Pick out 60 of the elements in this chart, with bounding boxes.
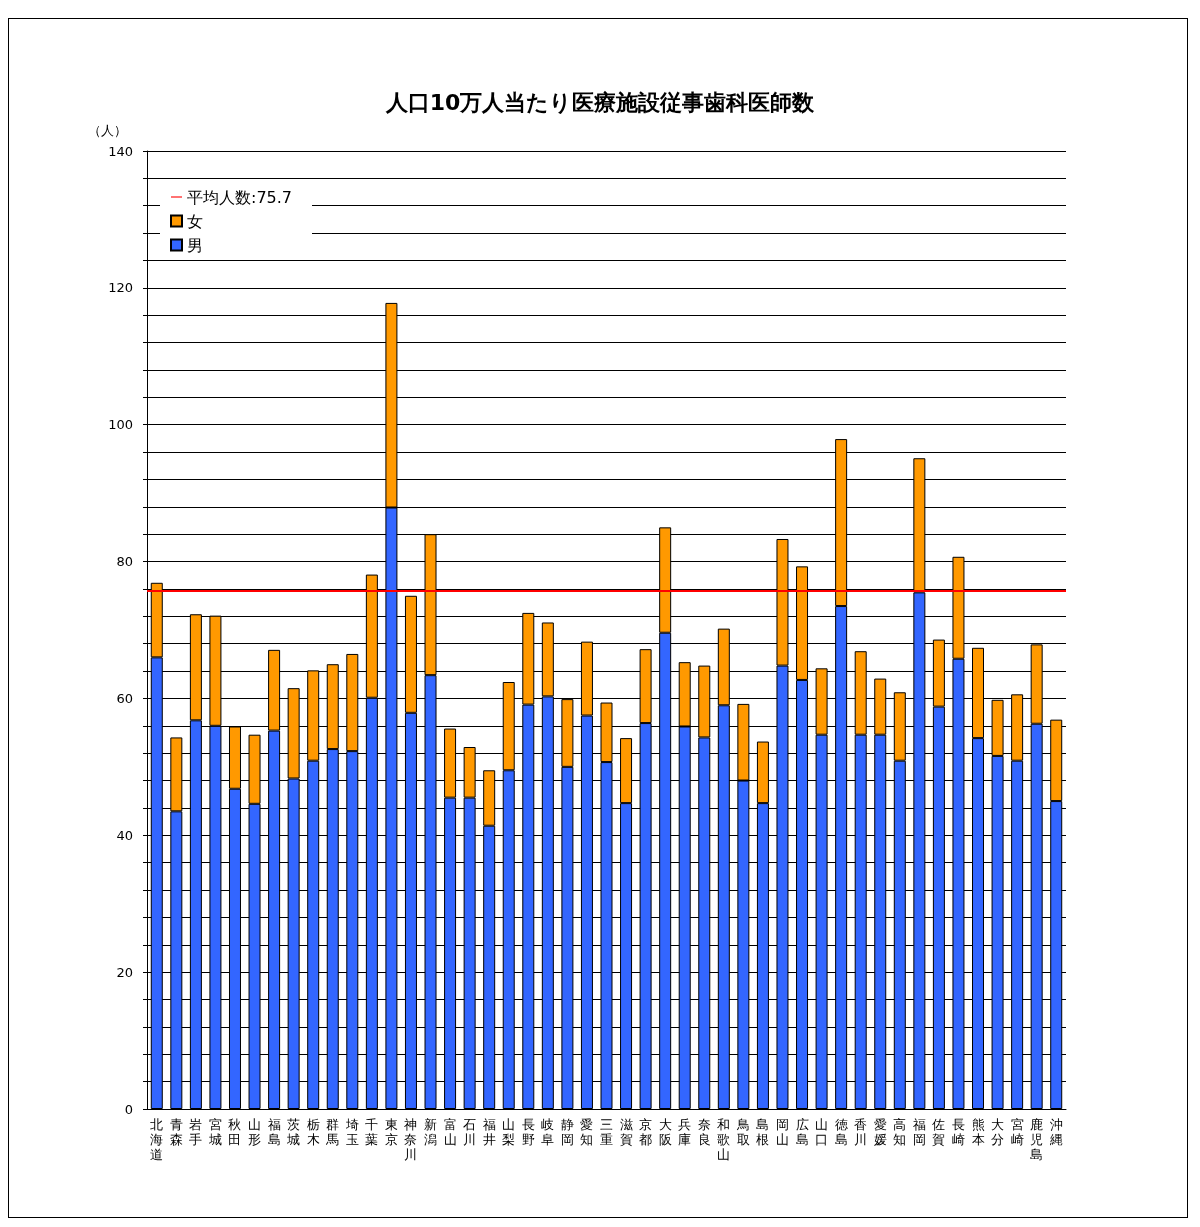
x-tick-label: 香川: [854, 1117, 868, 1147]
chart-title: 人口10万人当たり医療施設従事歯科医師数: [384, 89, 816, 115]
x-tick-label: 茨城: [286, 1117, 301, 1147]
x-tick-label: 島根: [756, 1117, 770, 1147]
x-tick-label: 大分: [991, 1117, 1005, 1147]
y-tick-label: 80: [116, 554, 133, 570]
x-tick-label: 兵庫: [678, 1117, 692, 1147]
x-tick-label: 石川: [463, 1117, 477, 1147]
x-tick-label: 鳥取: [735, 1117, 750, 1147]
legend-label: 平均人数:75.7: [187, 187, 293, 207]
y-tick-label: 0: [124, 1101, 133, 1117]
x-tick-label: 青森: [169, 1117, 183, 1147]
x-tick-label: 群馬: [325, 1117, 340, 1147]
x-tick-label: 愛媛: [873, 1117, 887, 1147]
x-tick-label: 宮崎: [1010, 1117, 1024, 1147]
x-tick-label: 山梨: [502, 1117, 516, 1147]
x-tick-label: 静岡: [560, 1117, 574, 1147]
y-tick-label: 140: [108, 143, 133, 159]
x-tick-label: 千葉: [365, 1117, 379, 1147]
x-tick-label: 長崎: [951, 1117, 965, 1147]
y-tick-label: 20: [116, 964, 133, 980]
x-tick-label: 東京: [384, 1117, 398, 1147]
x-tick-label: 沖縄: [1048, 1117, 1063, 1147]
x-tick-label: 佐賀: [932, 1117, 946, 1147]
y-axis-title: （人）: [88, 123, 127, 138]
x-tick-label: 愛知: [580, 1117, 594, 1147]
x-tick-label: 滋賀: [619, 1117, 633, 1147]
y-tick-label: 120: [108, 280, 133, 296]
x-tick-label: 栃木: [306, 1117, 320, 1147]
x-tick-label: 山口: [815, 1117, 829, 1147]
x-tick-label: 三重: [600, 1117, 613, 1147]
x-tick-label: 熊本: [971, 1117, 985, 1147]
x-tick-label: 秋田: [228, 1117, 242, 1147]
y-tick-label: 40: [116, 827, 133, 843]
x-tick-label: 新潟: [424, 1117, 438, 1147]
x-tick-label: 岡山: [775, 1117, 789, 1147]
x-tick-label: 宮城: [207, 1117, 222, 1147]
legend-label: 女: [187, 211, 203, 231]
x-tick-label: 北海道: [150, 1117, 164, 1162]
x-tick-label: 富山: [443, 1117, 457, 1147]
x-tick-label: 山形: [248, 1117, 262, 1147]
x-tick-label: 長野: [521, 1117, 535, 1147]
x-tick-label: 福島: [267, 1117, 281, 1147]
x-tick-label: 大阪: [658, 1117, 672, 1147]
x-tick-label: 高知: [893, 1117, 907, 1147]
x-tick-label: 鹿児島: [1030, 1117, 1044, 1162]
x-tick-label: 京都: [639, 1117, 653, 1147]
x-tick-label: 奈良: [697, 1117, 711, 1147]
x-tick-label: 埼玉: [344, 1117, 359, 1147]
x-tick-label: 神奈川: [404, 1117, 418, 1162]
x-tick-label: 岩手: [189, 1117, 203, 1147]
y-tick-label: 60: [116, 690, 133, 706]
x-tick-label: 岐阜: [541, 1117, 555, 1147]
x-tick-label: 和歌山: [717, 1117, 731, 1162]
y-tick-label: 100: [108, 417, 133, 433]
legend-label: 男: [187, 235, 203, 255]
x-tick-label: 広島: [795, 1117, 809, 1147]
x-tick-label: 徳島: [834, 1117, 848, 1147]
x-tick-label: 福井: [482, 1117, 496, 1147]
x-tick-label: 福岡: [912, 1117, 926, 1147]
